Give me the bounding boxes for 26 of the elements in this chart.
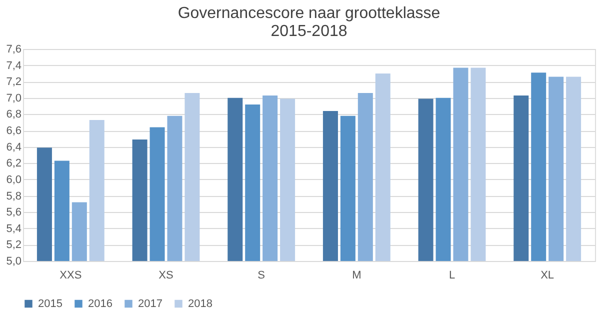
y-tick-label: 7,2 — [6, 76, 22, 88]
y-tick-label: 7,4 — [6, 60, 22, 72]
x-tick-label: L — [448, 270, 456, 282]
x-tick-label: XL — [540, 270, 554, 282]
y-tick-label: 6,6 — [6, 125, 22, 138]
text: Governancescore naar grootteklasse — [178, 5, 440, 22]
y-tick-label: 5,4 — [6, 222, 22, 235]
y-tick-label: 6,8 — [6, 108, 22, 121]
text: 2015-2018 — [270, 23, 348, 40]
y-tick-label: 6,4 — [6, 141, 22, 154]
y-tick-label: 5,8 — [6, 190, 22, 202]
legend-label: 2016 — [88, 298, 112, 310]
legend-label: 2017 — [138, 298, 162, 310]
y-tick-label: 5,0 — [6, 256, 22, 268]
x-tick-label: S — [258, 270, 266, 282]
x-tick-label: XXS — [60, 270, 82, 282]
y-tick-label: 7,6 — [6, 44, 22, 56]
x-tick-label: M — [352, 270, 362, 282]
legend-label: 2015 — [38, 298, 62, 310]
y-tick-label: 5,2 — [6, 239, 22, 252]
y-tick-label: 5,6 — [6, 206, 22, 219]
y-tick-label: 6,0 — [6, 174, 22, 186]
x-tick-label: XS — [158, 270, 174, 282]
y-tick-label: 6,2 — [6, 158, 22, 170]
y-tick-label: 7,0 — [6, 92, 22, 104]
legend-label: 2018 — [188, 298, 212, 310]
